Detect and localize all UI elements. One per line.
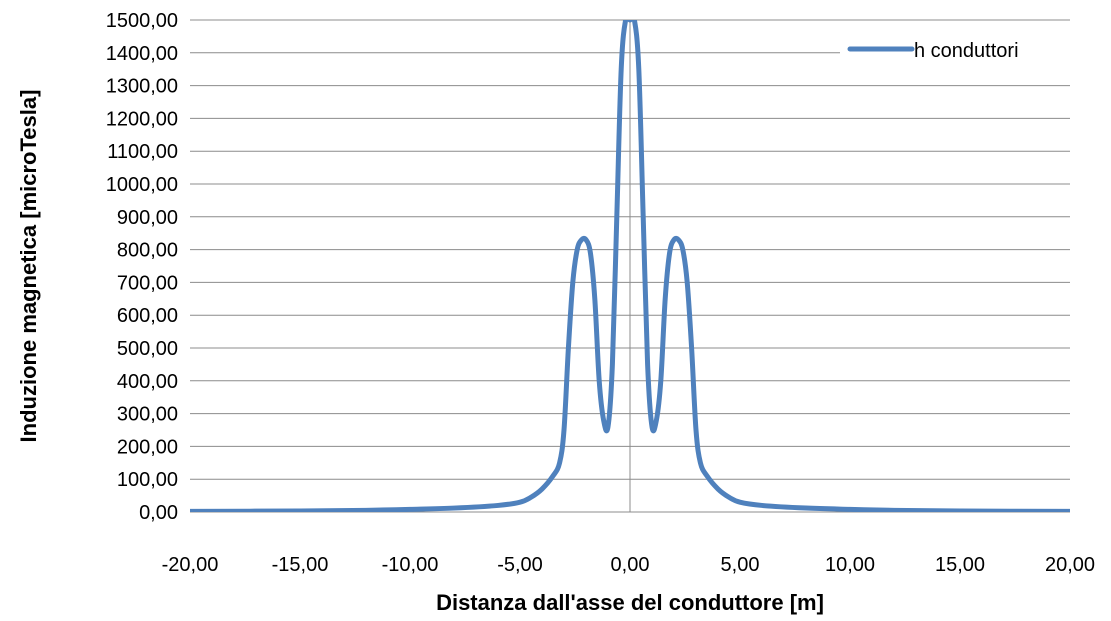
x-tick-label: -10,00 — [382, 554, 439, 576]
y-tick-label: 1300,00 — [106, 76, 178, 98]
legend-label: h conduttori — [914, 40, 1019, 62]
y-tick-label: 600,00 — [117, 305, 178, 327]
x-tick-label: 10,00 — [825, 554, 875, 576]
axis-layer — [190, 20, 1070, 513]
y-tick-label: 1000,00 — [106, 174, 178, 196]
x-tick-labels: -20,00 -15,00 -10,00 -5,00 0,00 5,00 10,00 15,0… — [162, 554, 1095, 576]
x-tick-label: 0,00 — [611, 554, 650, 576]
y-tick-label: 300,00 — [117, 404, 178, 426]
series-line — [190, 20, 1070, 512]
y-tick-label: 1100,00 — [107, 141, 178, 163]
series-layer — [190, 20, 1070, 512]
x-tick-label: 15,00 — [935, 554, 985, 576]
legend: h conduttori — [840, 34, 1072, 68]
x-tick-label: -20,00 — [162, 554, 219, 576]
x-tick-label: 5,00 — [721, 554, 760, 576]
y-tick-labels: 0,00 100,00 200,00 300,00 400,00 500,00 600,00… — [106, 10, 178, 524]
y-tick-label: 900,00 — [117, 207, 178, 229]
x-tick-label: -5,00 — [497, 554, 543, 576]
y-tick-label: 1500,00 — [106, 10, 178, 32]
y-tick-label: 400,00 — [117, 371, 178, 393]
x-tick-label: -15,00 — [272, 554, 329, 576]
y-tick-label: 1400,00 — [106, 43, 178, 65]
y-tick-label: 800,00 — [117, 240, 178, 262]
x-tick-label: 20,00 — [1045, 554, 1095, 576]
y-axis-title: Induzione magnetica [microTesla] — [16, 90, 41, 443]
y-tick-label: 500,00 — [117, 338, 178, 360]
y-tick-label: 100,00 — [117, 469, 178, 491]
y-tick-label: 0,00 — [139, 502, 178, 524]
y-tick-label: 200,00 — [117, 436, 178, 458]
y-tick-label: 700,00 — [117, 272, 178, 294]
y-tick-label: 1200,00 — [106, 108, 178, 130]
x-axis-title: Distanza dall'asse del conduttore [m] — [436, 590, 824, 615]
